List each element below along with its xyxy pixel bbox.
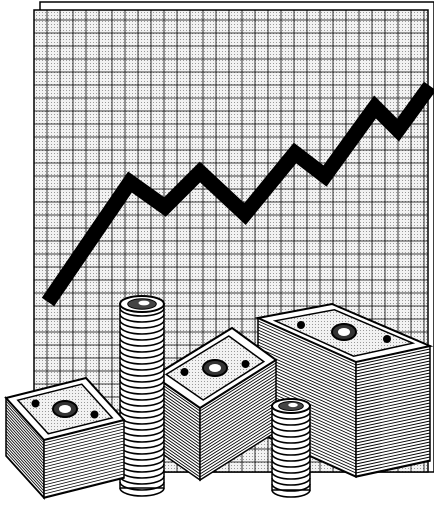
bill-seal bbox=[181, 368, 189, 376]
coin-head bbox=[288, 403, 298, 407]
page: {} (() => { const NS = 'http://www.w3.or… bbox=[0, 0, 434, 505]
bill-seal bbox=[91, 411, 99, 419]
bill-seal bbox=[383, 335, 391, 343]
bill-portrait-face bbox=[59, 405, 71, 413]
bill-seal bbox=[297, 321, 305, 329]
coin-head bbox=[139, 301, 150, 306]
bill-portrait-face bbox=[338, 328, 350, 336]
bill-seal bbox=[32, 400, 40, 408]
coin-stack bbox=[272, 399, 310, 497]
bill-portrait-face bbox=[209, 364, 221, 372]
illustration bbox=[0, 0, 434, 505]
bill-seal bbox=[242, 360, 250, 368]
coin-stack bbox=[120, 296, 164, 496]
